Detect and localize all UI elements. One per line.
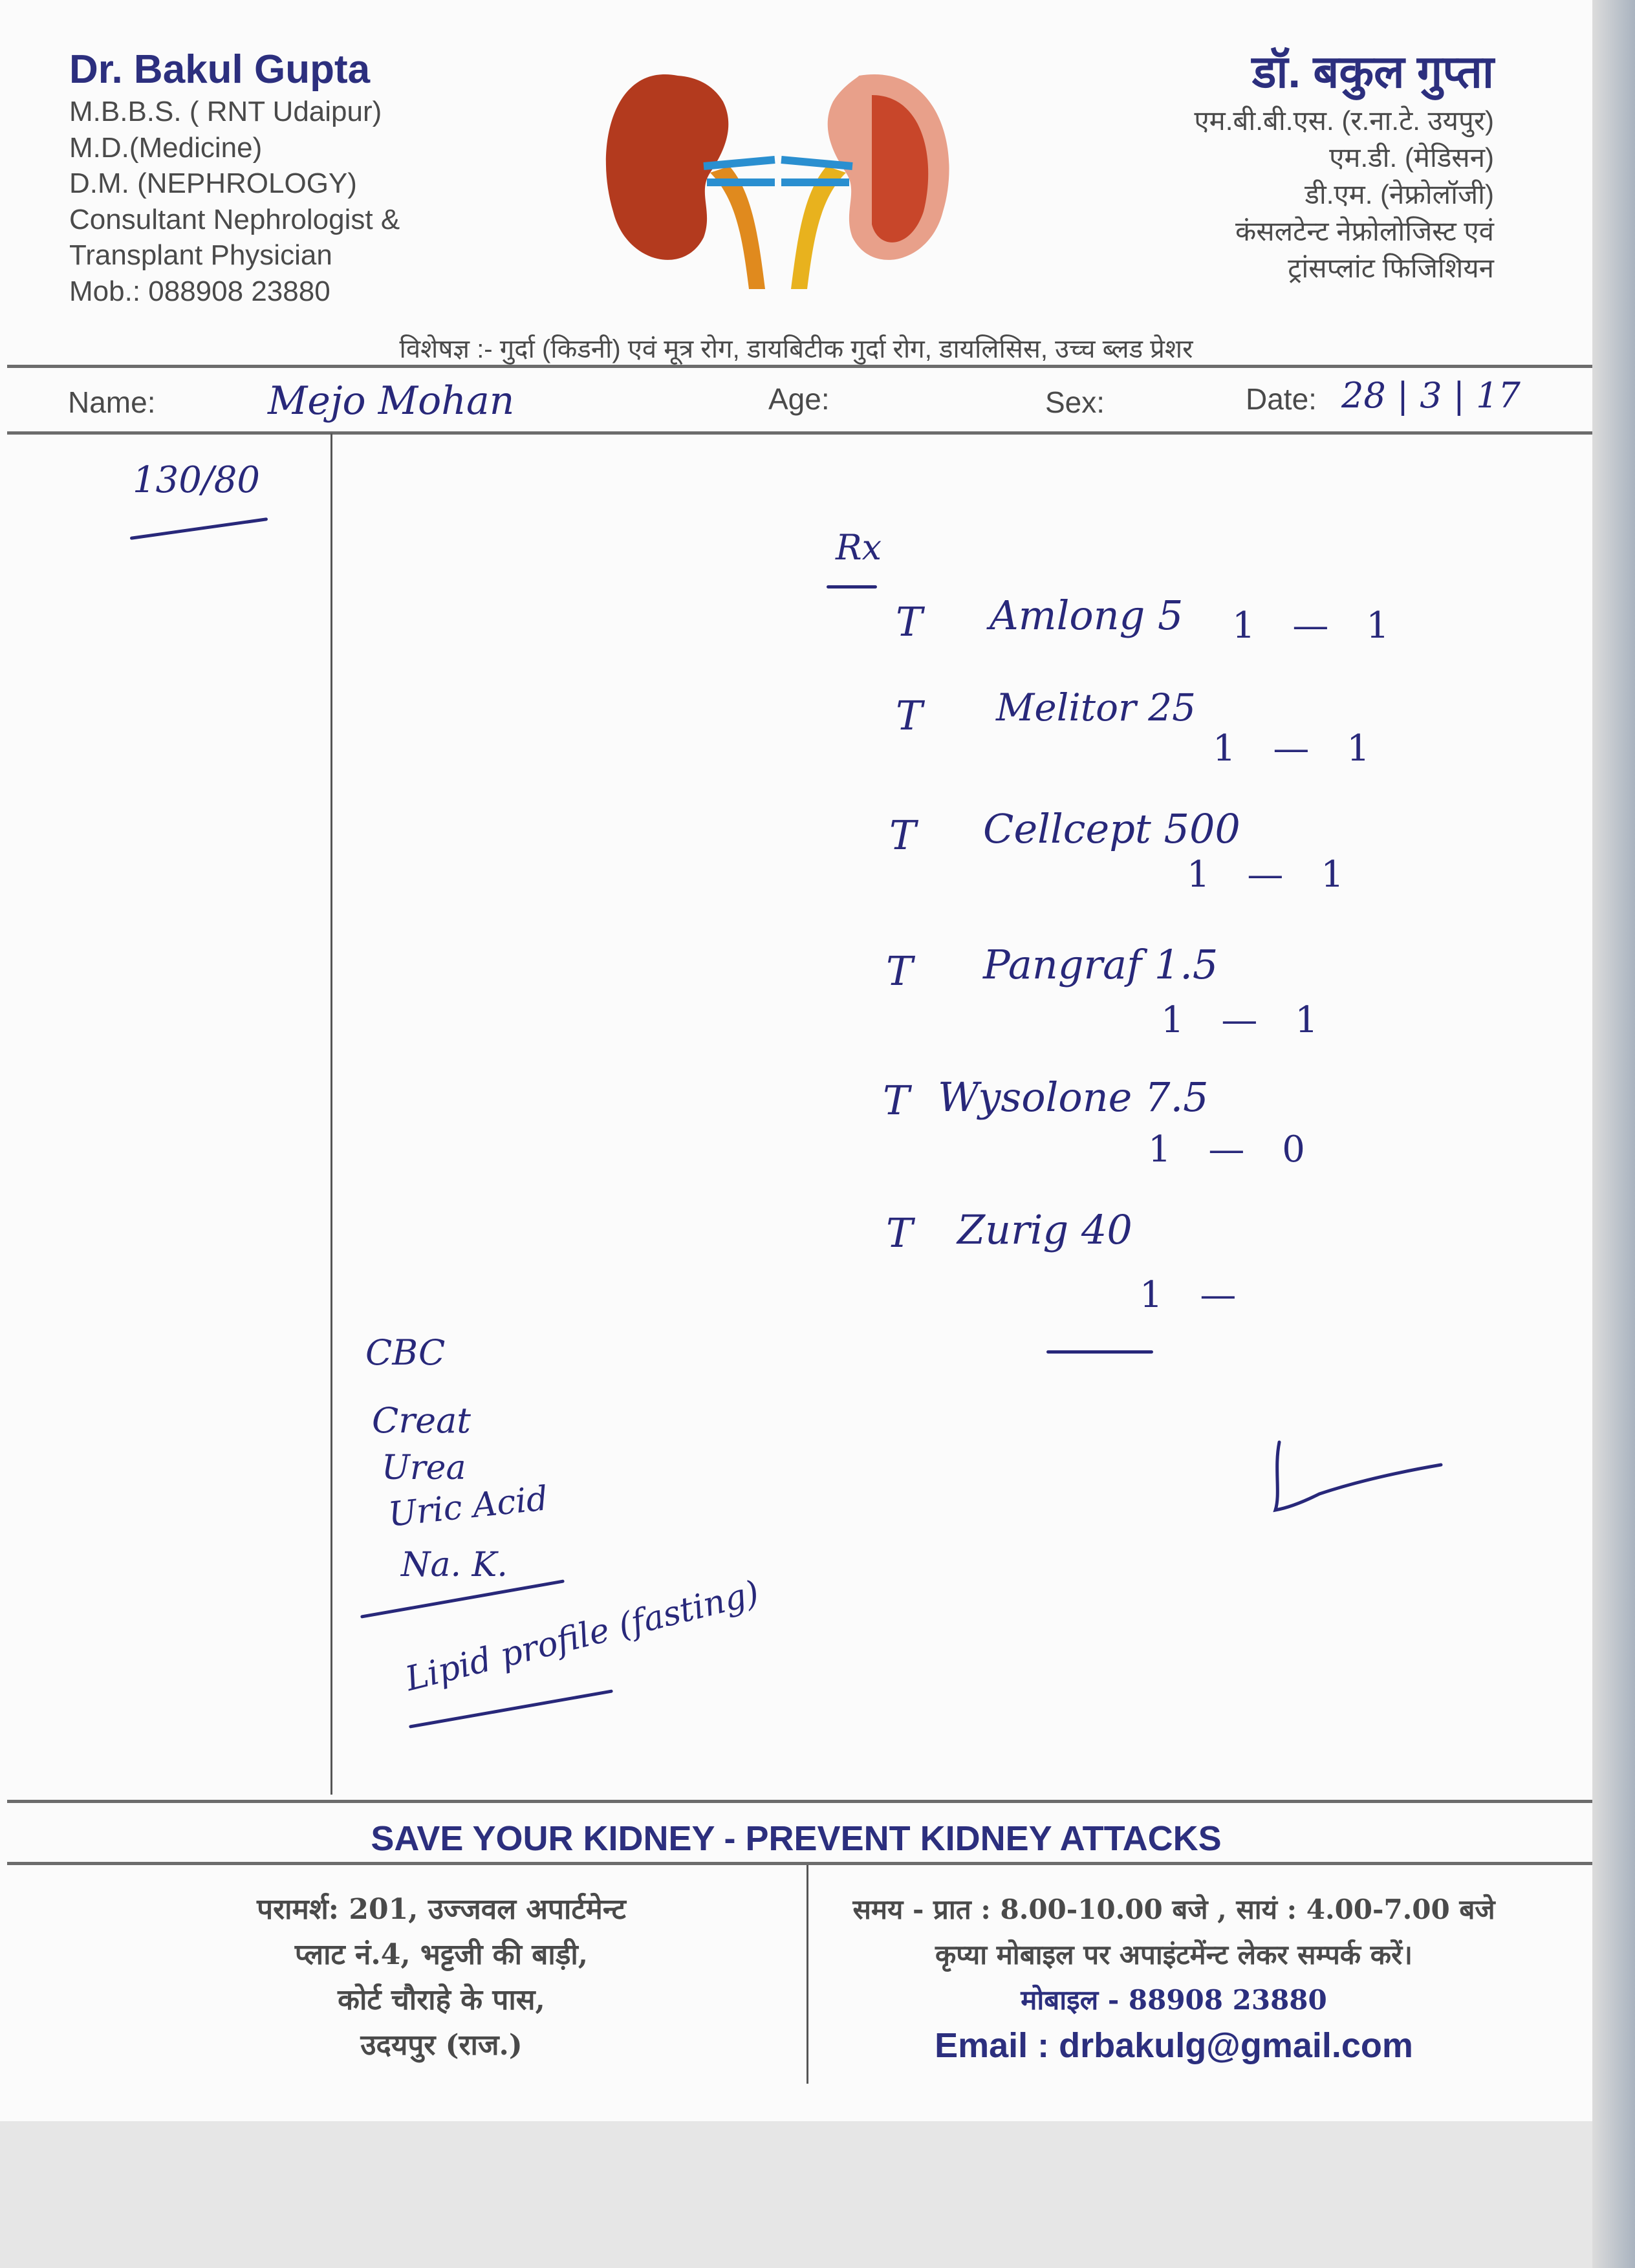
medicine-name: Wysolone 7.5 — [938, 1074, 1209, 1121]
qual-line: M.D.(Medicine) — [69, 131, 263, 164]
medicine-name: Pangraf 1.5 — [983, 941, 1218, 988]
medicine-dose: 1 — 1 — [1213, 728, 1370, 770]
name-label: Name: — [68, 385, 156, 419]
page-edge-shadow — [1592, 0, 1635, 2268]
qual-line-hi: एम.बी.बी.एस. (र.ना.टे. उयपुर) — [1194, 105, 1494, 136]
specialty-line: विशेषज्ञ :- गुर्दा (किडनी) एवं मूत्र रोग… — [399, 335, 1193, 363]
divider — [7, 365, 1592, 368]
medicine-name: Cellcept 500 — [983, 805, 1240, 852]
underline — [360, 1579, 565, 1619]
medicine-form: T — [886, 947, 913, 995]
footer-divider — [807, 1865, 808, 2084]
prescription-page: Dr. Bakul Gupta M.B.B.S. ( RNT Udaipur) … — [7, 47, 1592, 2084]
medicine-name: Melitor 25 — [996, 686, 1196, 729]
medicine-dose: 1 — 1 — [1187, 854, 1344, 896]
tagline: SAVE YOUR KIDNEY - PREVENT KIDNEY ATTACK… — [371, 1819, 1222, 1858]
medicine-form: T — [889, 812, 916, 859]
sex-label: Sex: — [1045, 385, 1105, 419]
address-line: परामर्श: 201, उज्जवल अपार्टमेन्ट — [257, 1893, 626, 1926]
email[interactable]: Email : drbakulg@gmail.com — [935, 2026, 1413, 2065]
patient-name: Mejo Mohan — [268, 378, 515, 424]
mobile-line: Mob.: 088908 23880 — [69, 275, 330, 307]
underline — [408, 1689, 614, 1729]
medicine-dose: 1 — 0 — [1148, 1129, 1305, 1171]
rx-symbol: Rx — [836, 527, 882, 568]
scan-background — [0, 2121, 1592, 2268]
date-label: Date: — [1246, 382, 1317, 416]
underline — [1046, 1350, 1153, 1354]
medicine-form: T — [883, 1077, 910, 1124]
medicine-form: T — [896, 692, 923, 739]
divider — [7, 1800, 1592, 1803]
qual-line: Transplant Physician — [69, 239, 332, 271]
medicine-form: T — [896, 598, 923, 645]
address-line: प्लाट नं.4, भट्टजी की बाड़ी, — [294, 1938, 589, 1971]
medicine-dose: 1 — — [1140, 1274, 1237, 1316]
medicine-name: Zurig 40 — [957, 1206, 1132, 1253]
test-item: Creat — [372, 1400, 471, 1441]
qual-line: Consultant Nephrologist & — [69, 203, 400, 235]
doctor-name-hi: डॉ. बकुल गुप्ता — [1251, 47, 1494, 97]
medicine-form: T — [886, 1209, 913, 1257]
test-item: Uric Acid — [386, 1479, 550, 1535]
underline — [129, 517, 268, 540]
test-item: CBC — [365, 1332, 446, 1373]
kidney-logo — [605, 74, 949, 289]
date-value: 28 | 3 | 17 — [1341, 375, 1521, 416]
qual-line-hi: डी.एम. (नेफ्रोलॉजी) — [1305, 179, 1494, 210]
timing: समय - प्रात : 8.00-10.00 बजे , सायं : 4.… — [852, 1894, 1495, 1925]
medicine-name: Amlong 5 — [990, 592, 1184, 639]
qual-line-hi: कंसलटेन्ट नेफ्रोलोजिस्ट एवं — [1235, 216, 1494, 246]
blood-pressure: 130/80 — [133, 459, 261, 501]
doctor-name-en: Dr. Bakul Gupta — [69, 47, 371, 92]
medicine-dose: 1 — 1 — [1161, 999, 1318, 1041]
address-line: उदयपुर (राज.) — [360, 2029, 523, 2062]
divider — [7, 431, 1592, 435]
age-label: Age: — [768, 382, 830, 416]
clinic-address: परामर्श: 201, उज्जवल अपार्टमेन्ट प्लाट न… — [129, 1887, 753, 2068]
medicine-dose: 1 — 1 — [1232, 605, 1389, 647]
mobile-number: मोबाइल - 88908 23880 — [1021, 1984, 1327, 2016]
doctor-signature — [1273, 1440, 1443, 1513]
appointment-note: कृप्या मोबाइल पर अपाइंटमेंन्ट लेकर सम्पर… — [935, 1939, 1413, 1971]
test-item: Urea — [382, 1449, 466, 1487]
test-item: Na. K. — [401, 1546, 508, 1584]
clinic-contact: समय - प्रात : 8.00-10.00 बजे , सायं : 4.… — [815, 1887, 1533, 2068]
underline — [827, 585, 877, 589]
qual-line: M.B.B.S. ( RNT Udaipur) — [69, 96, 382, 127]
address-line: कोर्ट चौराहे के पास, — [338, 1983, 545, 2016]
qualifications-en: M.B.B.S. ( RNT Udaipur) M.D.(Medicine) D… — [69, 94, 400, 309]
test-item: Lipid profile (fasting) — [402, 1573, 763, 1699]
qual-line-hi: ट्रांसप्लांट फिजिशियन — [1288, 253, 1494, 283]
qualifications-hi: एम.बी.बी.एस. (र.ना.टे. उयपुर) एम.डी. (मे… — [1194, 102, 1494, 286]
column-divider — [330, 433, 332, 1795]
divider — [7, 1862, 1592, 1865]
qual-line-hi: एम.डी. (मेडिसन) — [1329, 142, 1494, 173]
qual-line: D.M. (NEPHROLOGY) — [69, 167, 357, 199]
